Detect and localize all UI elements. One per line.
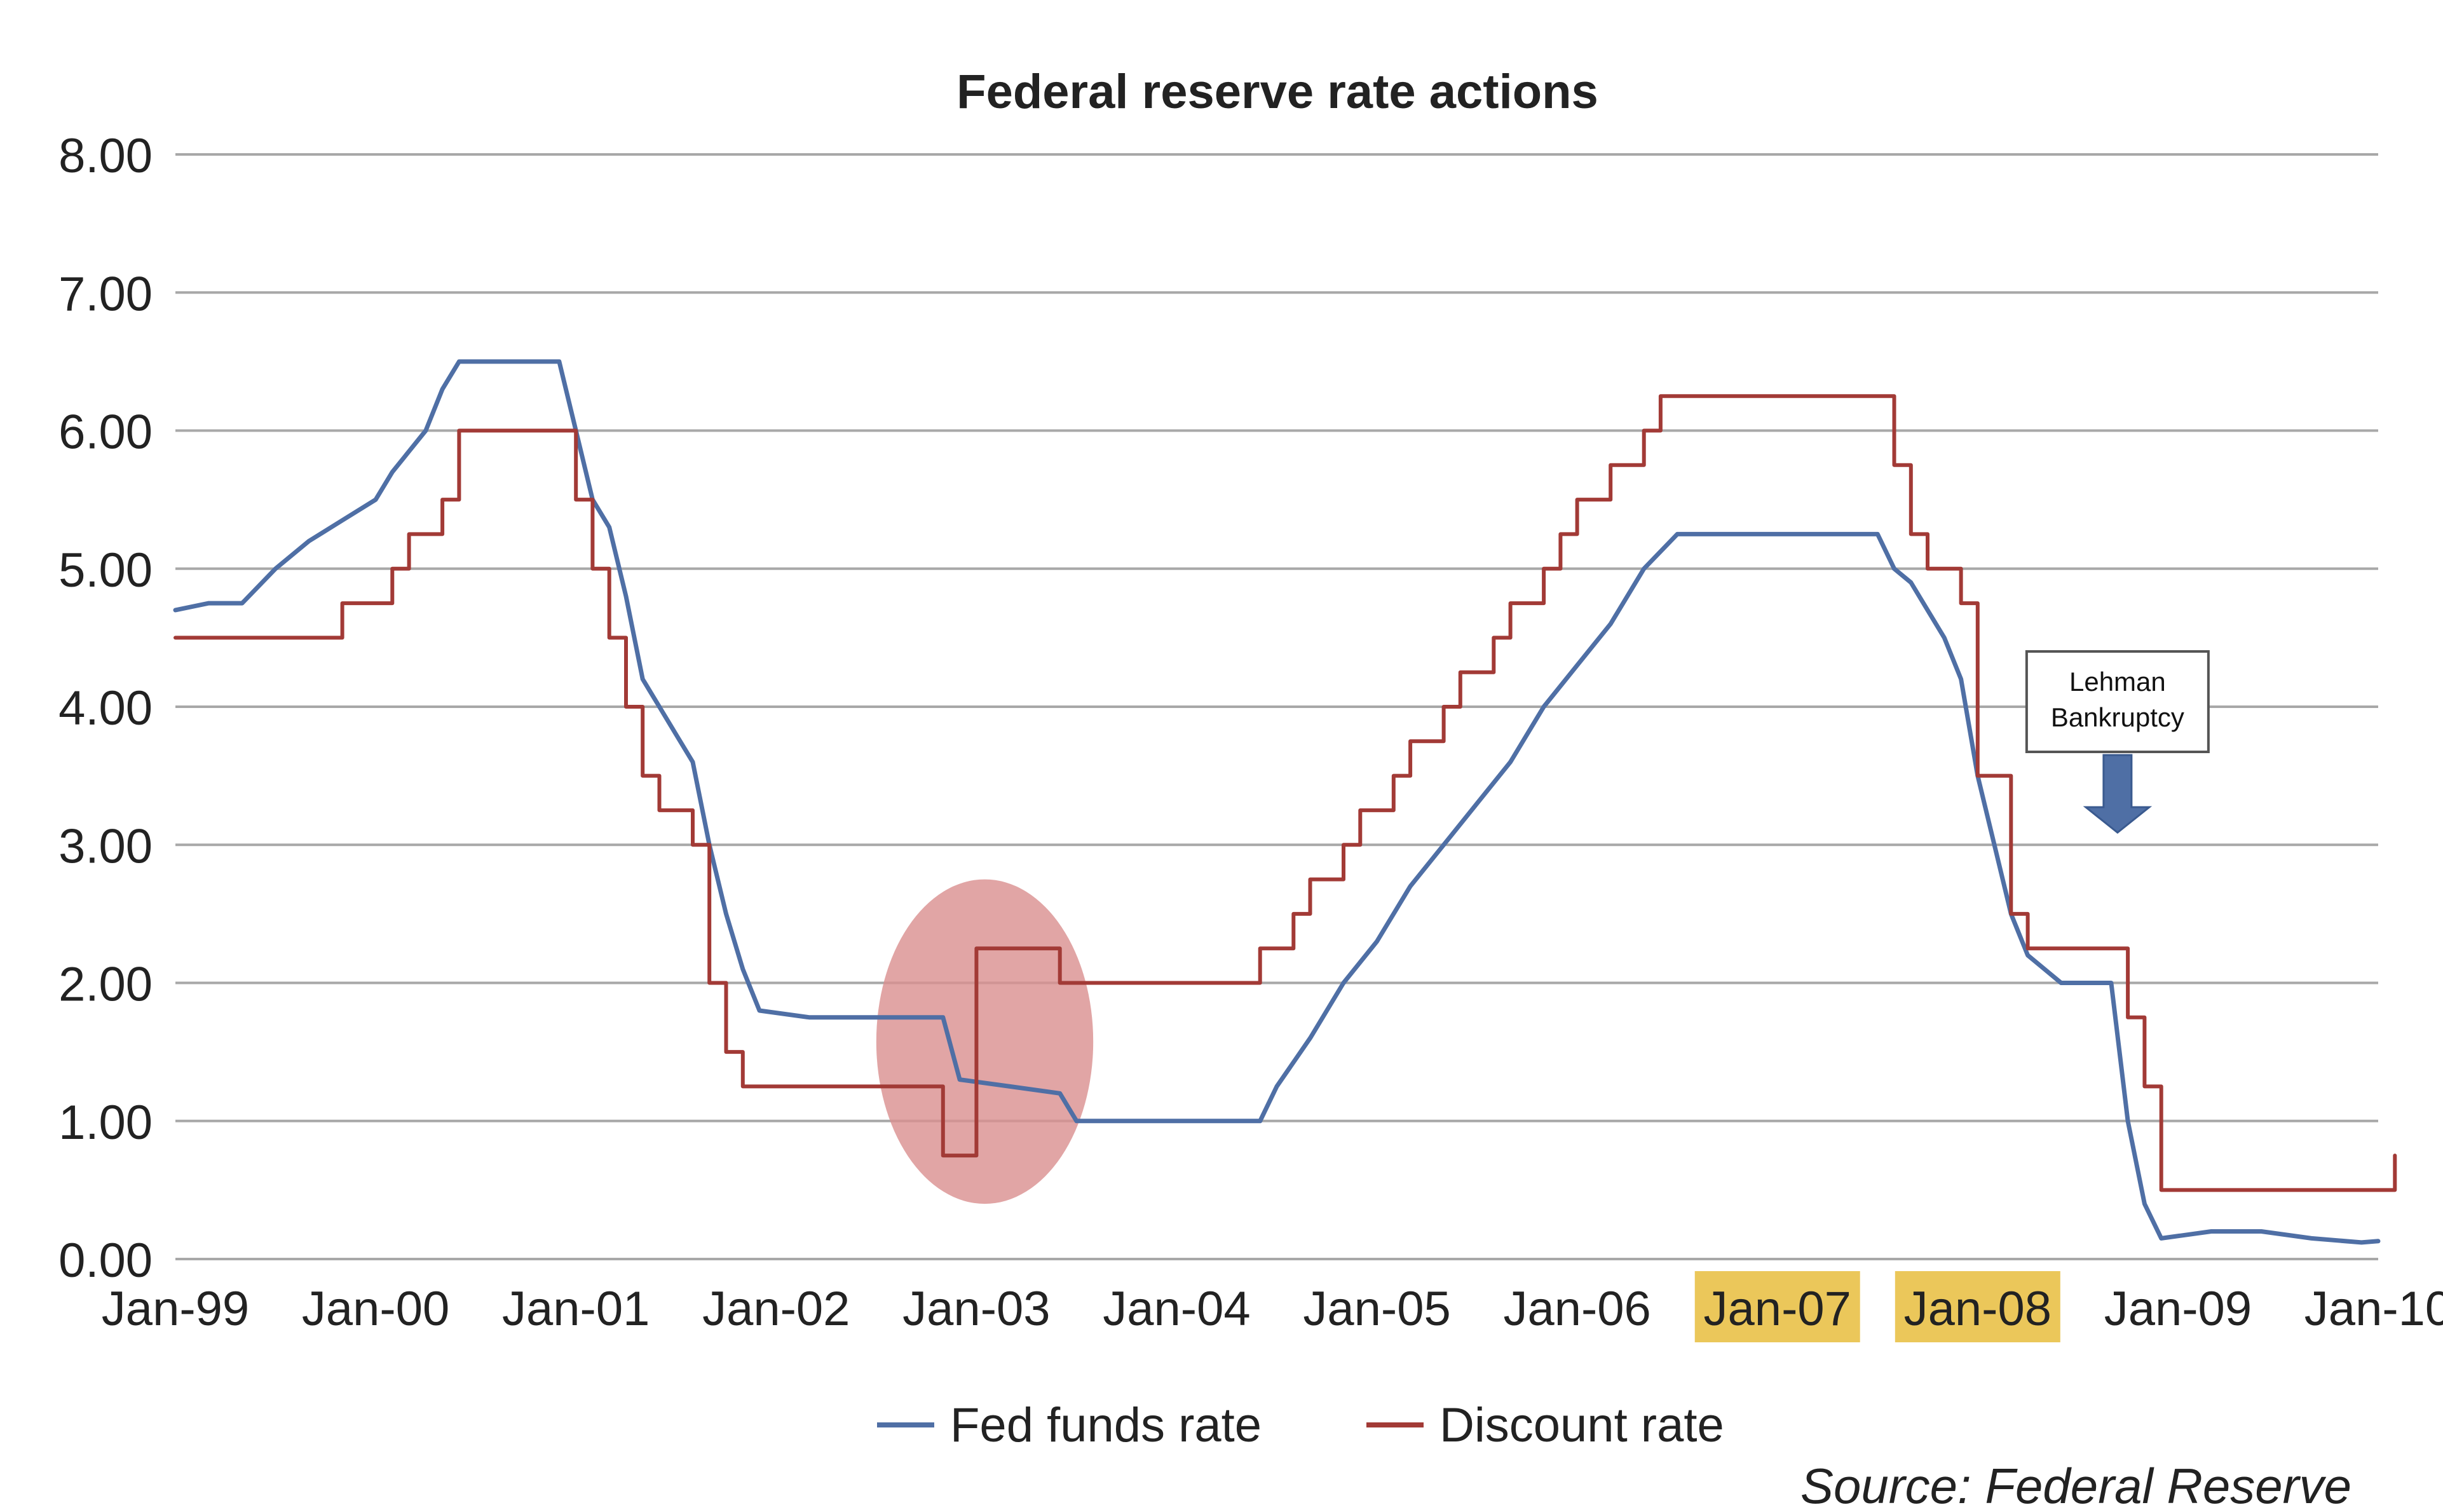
legend: Fed funds rate Discount rate xyxy=(877,1398,1724,1452)
legend-label: Fed funds rate xyxy=(950,1398,1262,1452)
callout-text: Bankruptcy xyxy=(2051,702,2184,732)
x-tick-label: Jan-10 xyxy=(2304,1282,2443,1336)
series-lines xyxy=(173,359,2397,1245)
lehman-callout: Lehman Bankruptcy xyxy=(2025,650,2210,834)
x-tick-label: Jan-01 xyxy=(502,1282,650,1336)
x-tick-label: Jan-04 xyxy=(1103,1282,1250,1336)
x-tick-highlight xyxy=(1694,1271,1860,1342)
x-tick-label: Jan-05 xyxy=(1303,1282,1450,1336)
y-tick-label: 4.00 xyxy=(58,681,153,735)
legend-label: Discount rate xyxy=(1439,1398,1724,1452)
y-tick-label: 6.00 xyxy=(58,405,153,460)
lehman-arrow-icon xyxy=(2083,754,2153,834)
x-axis-tick-labels: Jan-99 Jan-00 Jan-01 Jan-02 Jan-03 Jan-04 Jan-… xyxy=(102,1282,2443,1336)
fed-funds-rate-line xyxy=(173,359,2381,1245)
highlight-ellipse-layer xyxy=(876,879,1094,1204)
y-tick-label: 3.00 xyxy=(58,819,153,873)
y-tick-label: 2.00 xyxy=(58,958,153,1012)
y-tick-label: 5.00 xyxy=(58,543,153,597)
highlight-ellipse xyxy=(876,879,1094,1204)
y-tick-label: 0.00 xyxy=(58,1234,153,1288)
chart-title: Federal reserve rate actions xyxy=(956,65,1598,119)
x-tick-label: Jan-09 xyxy=(2104,1282,2252,1336)
y-tick-label: 8.00 xyxy=(58,129,153,183)
x-tick-highlight xyxy=(1895,1271,2060,1342)
y-axis-tick-labels: 0.00 1.00 2.00 3.00 4.00 5.00 6.00 7.00 8.00 xyxy=(58,129,153,1288)
source-label: Source: Federal Reserve xyxy=(1800,1458,2351,1512)
x-tick-label: Jan-99 xyxy=(102,1282,249,1336)
x-tick-label: Jan-02 xyxy=(702,1282,850,1336)
x-tick-label: Jan-08 xyxy=(1904,1282,2052,1336)
y-tick-label: 7.00 xyxy=(58,267,153,321)
x-tick-label: Jan-03 xyxy=(902,1282,1050,1336)
x-tick-label: Jan-07 xyxy=(1704,1282,1851,1336)
x-tick-label: Jan-00 xyxy=(302,1282,449,1336)
callout-text: Lehman xyxy=(2069,667,2166,697)
y-tick-label: 1.00 xyxy=(58,1096,153,1150)
x-tick-highlights xyxy=(1694,1271,2060,1342)
callout-box xyxy=(2025,650,2210,753)
x-tick-label: Jan-06 xyxy=(1503,1282,1650,1336)
discount-rate-line xyxy=(174,394,2397,1192)
